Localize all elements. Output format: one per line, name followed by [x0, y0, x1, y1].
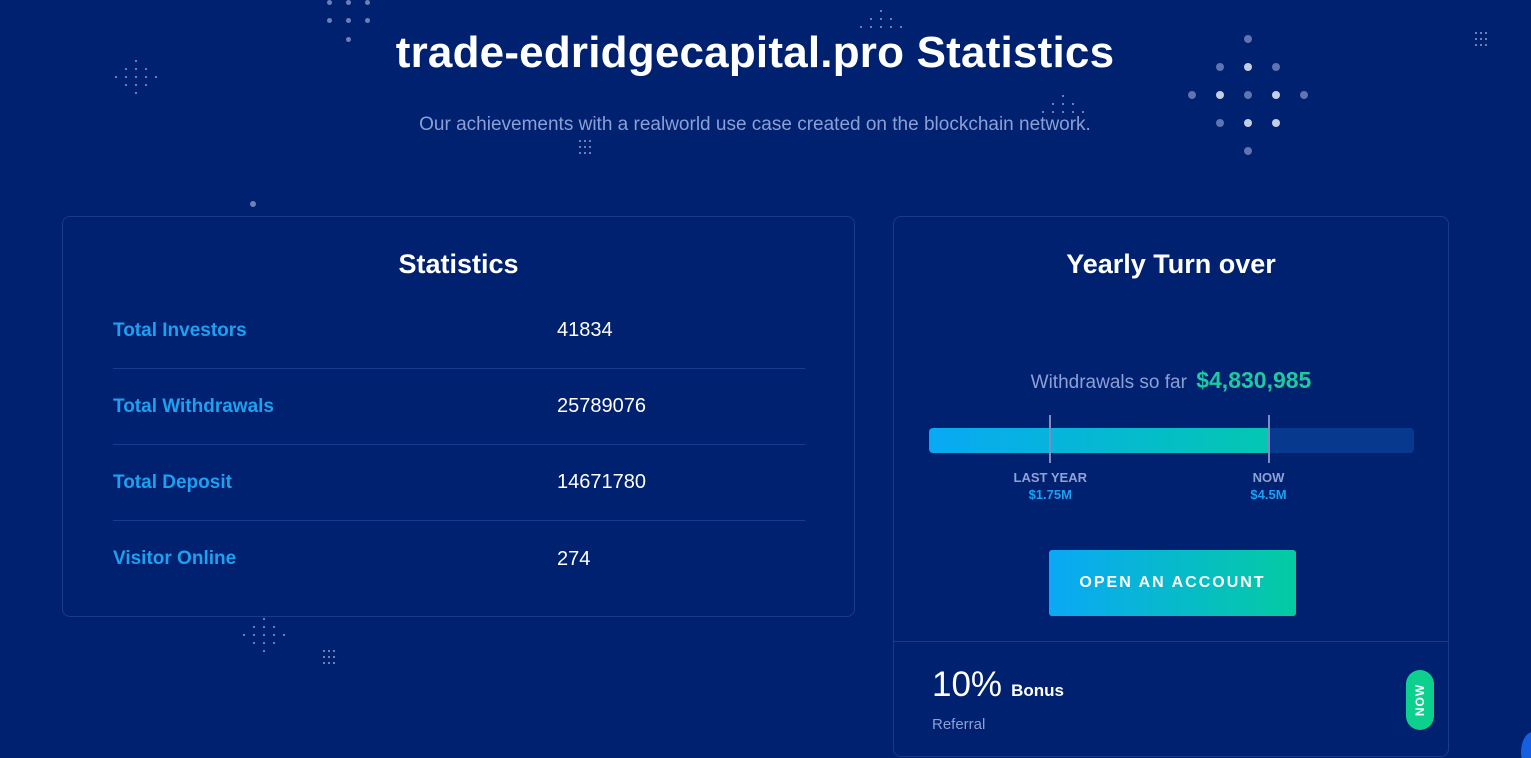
now-amount: $4.5M: [1250, 487, 1287, 502]
card-divider: [894, 641, 1448, 642]
bonus-referral-label: Referral: [932, 716, 986, 733]
turnover-card: Yearly Turn over Withdrawals so far $4,8…: [893, 216, 1449, 757]
stat-label: Total Deposit: [113, 471, 232, 493]
page-title: trade-edridgecapital.pro Statistics: [395, 28, 1115, 77]
stat-value: 14671780: [557, 471, 646, 493]
stat-row-visitor-online: Visitor Online 274: [113, 521, 805, 597]
statistics-title: Statistics: [398, 249, 519, 279]
statistics-list: Total Investors 41834 Total Withdrawals …: [113, 293, 805, 597]
now-badge-label: NOW: [1413, 683, 1428, 717]
turnover-progress-fill: [929, 428, 1269, 453]
turnover-progress-bar: [929, 428, 1414, 453]
turnover-title: Yearly Turn over: [1066, 249, 1276, 279]
last-year-amount: $1.75M: [1028, 487, 1072, 502]
open-account-button[interactable]: OPEN AN ACCOUNT: [1049, 550, 1296, 616]
withdrawals-label: Withdrawals so far: [1030, 372, 1187, 393]
stat-value: 25789076: [557, 395, 646, 417]
stat-row-total-withdrawals: Total Withdrawals 25789076: [113, 369, 805, 445]
last-year-marker-label: LAST YEAR $1.75M: [995, 469, 1105, 503]
bonus-line: 10% Bonus: [932, 665, 1064, 705]
now-label: NOW: [1252, 470, 1285, 485]
withdrawals-summary: Withdrawals so far $4,830,985: [894, 367, 1448, 394]
stat-label: Visitor Online: [113, 548, 237, 569]
now-marker: [1267, 415, 1270, 463]
last-year-label: LAST YEAR: [1013, 470, 1087, 485]
stat-label: Total Withdrawals: [113, 395, 274, 417]
bonus-word: Bonus: [1011, 681, 1064, 700]
page-subtitle: Our achievements with a realworld use ca…: [419, 114, 1091, 135]
stat-value: 41834: [557, 319, 613, 341]
stat-row-total-investors: Total Investors 41834: [113, 293, 805, 369]
bonus-percent: 10%: [932, 665, 1003, 704]
stat-row-total-deposit: Total Deposit 14671780: [113, 445, 805, 521]
now-badge: NOW: [1406, 670, 1434, 730]
statistics-card: Statistics Total Investors 41834 Total W…: [62, 216, 855, 617]
last-year-marker: [1049, 415, 1052, 463]
now-marker-label: NOW $4.5M: [1214, 469, 1324, 503]
stat-label: Total Investors: [113, 319, 247, 341]
chat-widget-edge[interactable]: [1521, 732, 1531, 758]
withdrawals-amount: $4,830,985: [1196, 367, 1312, 393]
stat-value: 274: [557, 547, 591, 570]
